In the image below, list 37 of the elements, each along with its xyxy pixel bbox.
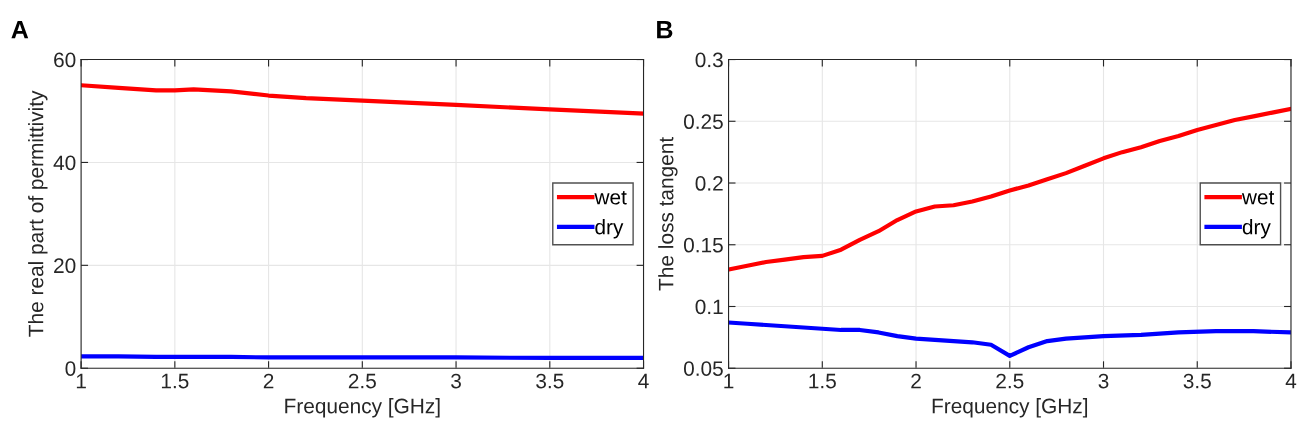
chart-title: A xyxy=(11,21,29,39)
x-axis-title: Frequency [GHz] xyxy=(285,398,440,418)
x-tick-label: 1.5 xyxy=(809,373,836,389)
y-tick-label: 0.2 xyxy=(695,176,723,191)
y-tick-label: 20 xyxy=(54,258,76,274)
line-series xyxy=(728,320,1291,358)
x-tick-label: 2.5 xyxy=(996,373,1024,389)
x-tick-label: 4 xyxy=(1285,373,1297,389)
x-tick-label: 3 xyxy=(1098,373,1109,389)
x-tick-label: 1 xyxy=(724,373,734,389)
y-tick-label: 0.15 xyxy=(683,237,723,253)
legend-label: wet xyxy=(1241,190,1275,205)
y-tick-label: 0.25 xyxy=(683,114,723,130)
x-tick-label: 1 xyxy=(76,373,86,389)
chart-title: B xyxy=(657,21,673,39)
x-axis-title: Frequency [GHz] xyxy=(932,398,1088,418)
x-tick-label: 2.5 xyxy=(348,373,376,389)
x-tick-label: 3.5 xyxy=(1183,373,1211,389)
x-tick-label: 3.5 xyxy=(536,373,564,389)
y-axis-title: The real part of permittivity xyxy=(28,90,48,337)
x-tick-label: 4 xyxy=(638,373,649,389)
legend-label: dry xyxy=(1242,219,1271,239)
x-tick-label: 2 xyxy=(911,373,921,389)
y-tick-label: 0.1 xyxy=(695,299,723,315)
y-tick-label: 0.3 xyxy=(695,52,723,68)
x-tick-label: 1.5 xyxy=(161,373,189,389)
y-tick-label: 0 xyxy=(65,361,76,376)
x-tick-label: 3 xyxy=(451,373,461,389)
y-axis-title: The loss tangent xyxy=(658,137,678,291)
line-series xyxy=(728,106,1291,272)
legend-label: dry xyxy=(595,219,624,239)
y-tick-label: 0.05 xyxy=(683,361,723,376)
y-tick-label: 40 xyxy=(53,155,76,171)
legend-label: wet xyxy=(594,190,627,205)
line-series xyxy=(81,83,644,116)
y-tick-label: 60 xyxy=(54,52,76,68)
x-tick-label: 2 xyxy=(263,373,274,389)
